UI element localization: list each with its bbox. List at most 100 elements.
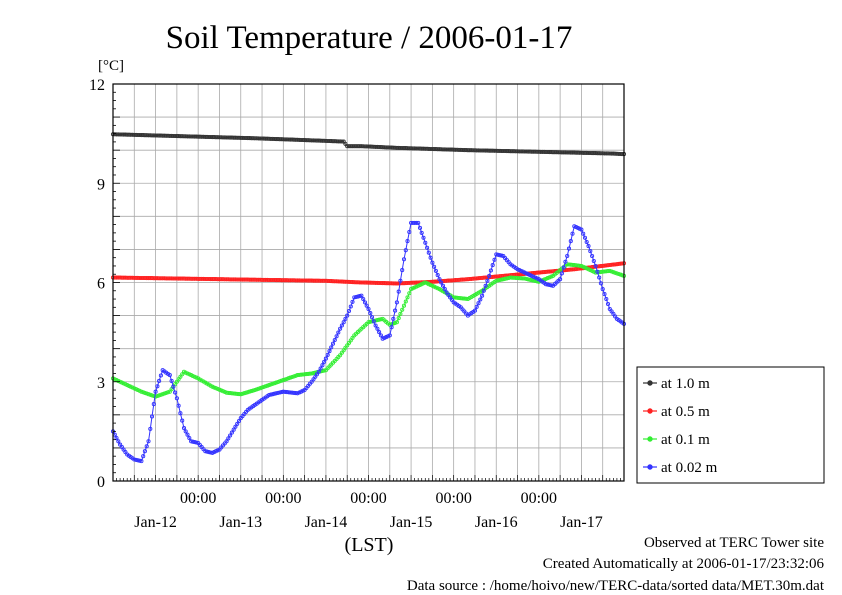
data-point	[600, 263, 605, 268]
data-point	[504, 276, 509, 281]
data-point	[277, 390, 282, 395]
data-point	[417, 225, 423, 230]
data-point	[403, 299, 408, 304]
data-point	[430, 260, 435, 265]
data-point	[543, 282, 548, 287]
data-point	[579, 227, 584, 232]
data-point	[572, 267, 577, 272]
data-point	[387, 333, 392, 338]
data-point	[485, 278, 490, 283]
data-point	[442, 287, 447, 292]
data-point	[203, 449, 208, 454]
data-point	[151, 402, 156, 407]
data-point	[307, 371, 312, 376]
data-point	[391, 316, 396, 321]
data-point	[261, 384, 266, 389]
data-point	[584, 239, 589, 245]
data-point	[148, 426, 153, 431]
data-point	[158, 392, 163, 397]
data-point	[499, 253, 504, 258]
y-axis-ticks: 0 3 6 9 12	[89, 77, 120, 491]
data-point	[613, 270, 618, 275]
data-point	[570, 231, 575, 236]
data-point	[435, 273, 440, 278]
data-point	[559, 271, 564, 276]
data-point	[547, 282, 552, 288]
data-point	[235, 421, 240, 426]
data-point	[378, 333, 383, 338]
data-point	[428, 255, 433, 260]
data-point	[499, 277, 504, 282]
data-point	[277, 379, 282, 384]
x-tick-label: 00:00	[435, 490, 471, 507]
data-point	[423, 240, 428, 245]
data-point	[403, 248, 408, 253]
y-unit-label: [°C]	[98, 58, 124, 74]
data-point	[437, 277, 442, 282]
data-point	[400, 307, 405, 312]
data-point	[421, 235, 426, 240]
data-point	[565, 253, 570, 259]
x-tick-label: 00:00	[180, 490, 216, 507]
data-point	[149, 393, 155, 398]
chart-title: Soil Temperature / 2006-01-17	[166, 20, 573, 56]
data-point	[490, 263, 495, 268]
data-point	[371, 319, 376, 324]
data-point	[187, 435, 192, 441]
data-point	[394, 300, 399, 305]
data-point	[318, 366, 323, 371]
legend-label: at 0.5 m	[661, 404, 710, 420]
data-point	[229, 430, 234, 435]
data-point	[597, 275, 602, 280]
data-point	[398, 278, 403, 283]
data-point	[339, 139, 344, 144]
data-point	[134, 457, 139, 462]
data-point	[169, 378, 174, 383]
data-point	[361, 296, 366, 302]
data-point	[492, 257, 497, 262]
data-point	[158, 373, 163, 378]
x-tick-label: 00:00	[265, 490, 301, 507]
data-point	[529, 278, 534, 283]
data-point	[311, 371, 316, 376]
data-point	[190, 439, 195, 444]
data-point	[330, 341, 336, 346]
data-point	[116, 439, 121, 444]
legend-swatch-marker	[647, 436, 653, 442]
legend-label: at 0.1 m	[661, 432, 710, 448]
data-point	[614, 262, 619, 267]
data-point	[588, 249, 593, 254]
data-point	[252, 387, 257, 393]
data-point	[272, 391, 277, 396]
y-tick-label: 12	[89, 77, 105, 94]
data-point	[178, 411, 183, 416]
data-point	[375, 326, 380, 331]
data-point	[142, 390, 147, 395]
data-point	[332, 337, 337, 343]
data-point	[142, 449, 147, 454]
data-point	[270, 381, 275, 386]
data-point	[327, 349, 332, 354]
data-point	[348, 304, 353, 309]
data-point	[181, 426, 187, 431]
data-point	[357, 294, 362, 299]
data-point	[189, 439, 194, 444]
x-day-label: Jan-12	[134, 514, 177, 531]
data-point	[256, 386, 261, 391]
x-tick-label: 00:00	[350, 490, 386, 507]
data-point	[474, 304, 479, 309]
data-point	[389, 325, 394, 330]
data-point	[558, 277, 563, 282]
data-point	[405, 295, 410, 300]
data-point	[325, 352, 330, 357]
data-point	[394, 320, 399, 325]
data-point	[263, 384, 268, 389]
x-tick-label: 00:00	[521, 490, 557, 507]
data-point	[309, 371, 314, 376]
data-point	[359, 293, 364, 298]
data-point	[249, 389, 254, 394]
data-point	[366, 306, 371, 312]
data-point	[164, 390, 169, 395]
